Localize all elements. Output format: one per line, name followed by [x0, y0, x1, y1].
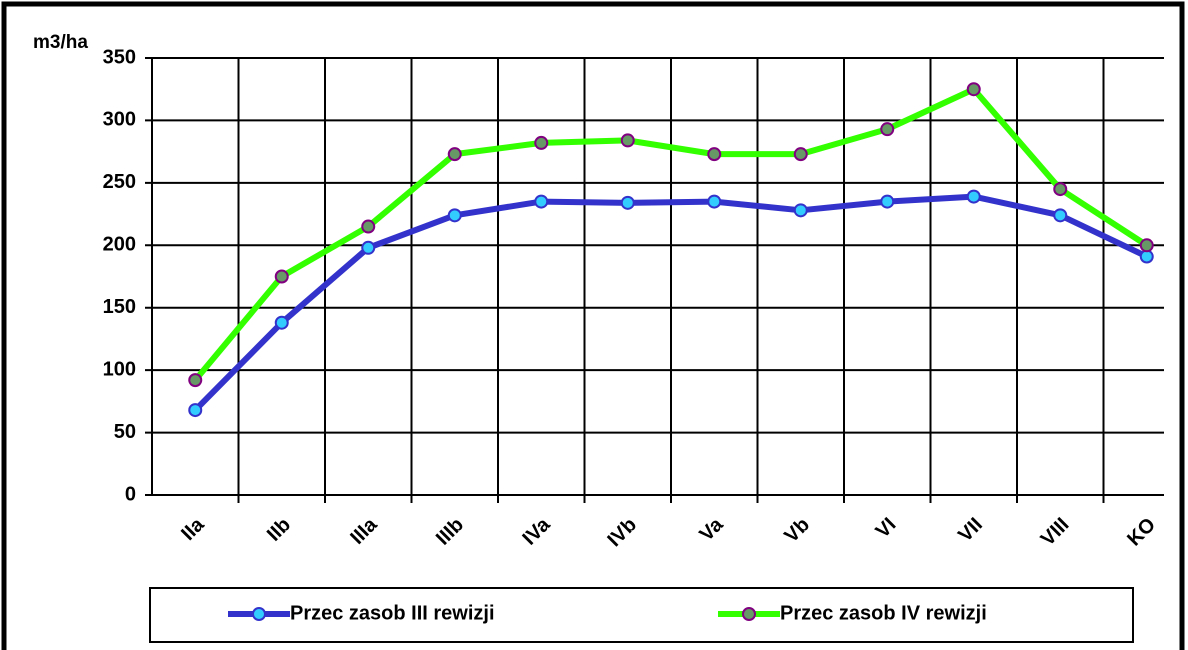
series-line — [192, 86, 1149, 383]
data-point — [1053, 182, 1068, 197]
y-tick-label: 150 — [103, 296, 136, 318]
data-point — [188, 373, 203, 388]
data-point — [880, 194, 895, 209]
data-point — [188, 403, 203, 418]
y-axis-label: m3/ha — [33, 32, 88, 53]
data-point — [966, 82, 981, 97]
legend-label: Przec zasob IV rewizji — [780, 602, 987, 624]
data-point — [880, 122, 895, 137]
data-point — [274, 315, 289, 330]
legend-label: Przec zasob III rewizji — [290, 602, 495, 624]
y-tick-label: 200 — [103, 234, 136, 256]
data-point — [1139, 249, 1154, 264]
data-point — [274, 269, 289, 284]
data-point — [966, 189, 981, 204]
data-point — [620, 195, 635, 210]
data-point — [447, 208, 462, 223]
data-point — [361, 240, 376, 255]
data-point — [361, 219, 376, 234]
y-tick-label: 300 — [103, 109, 136, 131]
data-point — [534, 194, 549, 209]
y-tick-label: 350 — [103, 46, 136, 68]
data-point — [447, 147, 462, 162]
y-tick-label: 250 — [103, 171, 136, 193]
y-tick-label: 100 — [103, 358, 136, 380]
data-point — [707, 147, 722, 162]
data-point — [620, 133, 635, 148]
data-point — [707, 194, 722, 209]
y-tick-label: 50 — [114, 421, 136, 443]
series-line — [193, 193, 1149, 413]
legend-box — [149, 587, 1134, 643]
data-point — [793, 203, 808, 218]
data-point — [1053, 208, 1068, 223]
plot-area — [152, 58, 1164, 495]
legend-marker — [252, 607, 266, 621]
data-point — [534, 135, 549, 150]
data-point — [1139, 238, 1154, 253]
y-tick-label: 0 — [125, 483, 136, 505]
legend-marker — [742, 607, 756, 621]
data-point — [793, 147, 808, 162]
